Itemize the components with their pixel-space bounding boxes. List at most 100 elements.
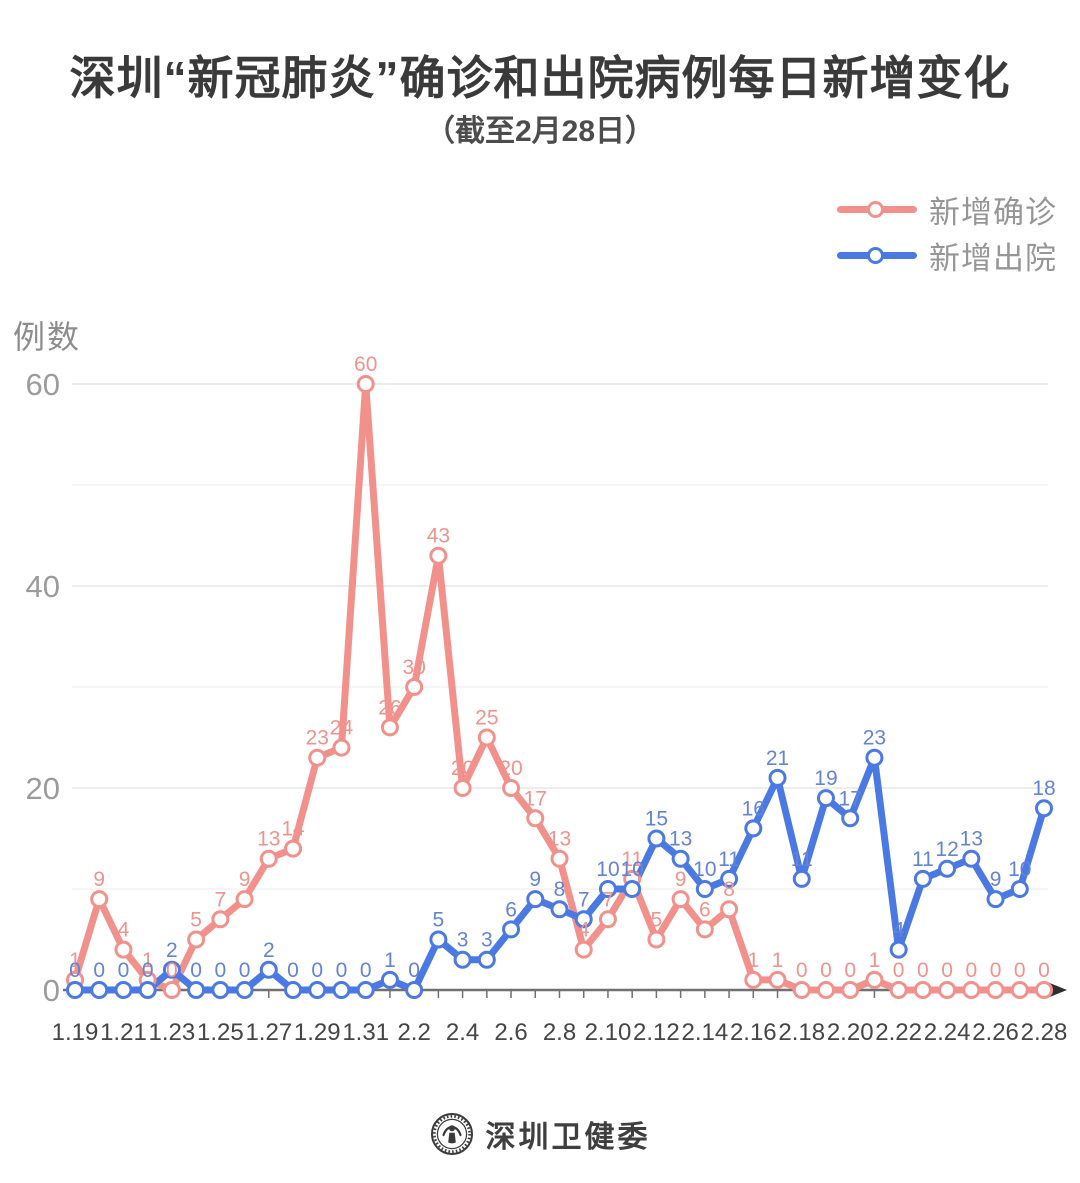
confirmed-marker [550, 849, 569, 868]
discharged-marker [1035, 799, 1053, 818]
discharged-marker [744, 819, 763, 838]
discharged-value-label: 0 [336, 959, 348, 982]
confirmed-marker [502, 779, 521, 797]
discharged-value-label: 10 [693, 858, 716, 881]
confirmed-value-label: 6 [699, 898, 711, 921]
confirmed-marker [308, 748, 327, 767]
x-tick-label: 2.8 [543, 1019, 576, 1046]
x-tick-label: 2.14 [681, 1019, 728, 1046]
discharged-marker [1010, 880, 1029, 898]
confirmed-value-label: 0 [820, 959, 832, 982]
confirmed-marker [114, 940, 133, 959]
confirmed-value-label: 0 [965, 959, 977, 982]
confirmed-marker [744, 970, 763, 989]
confirmed-value-label: 1 [142, 949, 154, 972]
confirmed-marker [356, 375, 375, 393]
discharged-marker [865, 748, 884, 767]
confirmed-marker [526, 809, 545, 828]
discharged-value-label: 12 [935, 838, 958, 861]
confirmed-value-label: 0 [1014, 959, 1026, 982]
discharged-marker [962, 849, 981, 868]
x-tick-label: 1.27 [245, 1019, 292, 1046]
confirmed-value-label: 60 [354, 353, 377, 376]
x-tick-label: 2.6 [494, 1019, 527, 1046]
discharged-value-label: 13 [669, 828, 692, 851]
discharged-value-label: 0 [287, 959, 299, 982]
x-tick-label: 2.16 [730, 1019, 777, 1046]
confirmed-marker-dot [867, 200, 884, 218]
discharged-value-label: 10 [1008, 858, 1031, 881]
discharged-marker-dot [867, 246, 884, 264]
x-tick-label: 1.19 [52, 1019, 99, 1046]
discharged-marker [792, 869, 811, 888]
discharged-value-label: 15 [645, 808, 668, 831]
discharged-marker [550, 900, 569, 919]
discharged-value-label: 13 [960, 828, 983, 851]
confirmed-marker [1035, 981, 1053, 999]
confirmed-marker [962, 981, 981, 999]
confirmed-value-label: 0 [917, 959, 929, 982]
confirmed-marker [211, 910, 230, 929]
x-tick-label: 1.29 [294, 1019, 341, 1046]
discharged-marker [380, 970, 399, 989]
confirmed-value-label: 5 [190, 909, 202, 932]
x-tick-label: 2.22 [875, 1019, 922, 1046]
discharged-marker [308, 981, 327, 999]
confirmed-value-label: 0 [893, 959, 905, 982]
confirmed-value-label: 13 [548, 828, 571, 851]
confirmed-value-label: 13 [257, 828, 280, 851]
source-name: 深圳卫健委 [485, 1121, 651, 1154]
x-tick-label: 2.2 [397, 1019, 430, 1046]
confirmed-value-label: 9 [675, 868, 687, 891]
discharged-value-label: 11 [791, 848, 813, 871]
discharged-marker [284, 981, 303, 999]
discharged-value-label: 0 [360, 959, 372, 982]
discharged-marker [768, 768, 787, 787]
discharged-legend-label: 新增出院 [929, 240, 1057, 276]
confirmed-value-label: 0 [166, 959, 178, 982]
x-tick-label: 2.20 [827, 1019, 874, 1046]
confirmed-value-label: 0 [844, 959, 856, 982]
confirmed-marker [574, 940, 593, 959]
x-tick-label: 2.12 [633, 1019, 680, 1046]
discharged-marker [816, 789, 835, 808]
discharged-value-label: 10 [620, 858, 643, 881]
discharged-marker [405, 981, 424, 999]
confirmed-marker [332, 738, 351, 757]
confirmed-marker [647, 930, 666, 949]
confirmed-marker [453, 779, 472, 797]
discharged-marker [235, 981, 254, 999]
x-tick-label: 2.4 [446, 1019, 479, 1046]
x-tick-label: 1.25 [197, 1019, 244, 1046]
confirmed-marker [162, 981, 181, 999]
discharged-value-label: 0 [142, 959, 154, 982]
discharged-value-label: 23 [863, 727, 886, 750]
legend-item-confirmed: 新增确诊 [837, 190, 1057, 230]
discharged-value-label: 19 [814, 767, 837, 790]
confirmed-marker [865, 970, 884, 989]
confirmed-marker [671, 890, 690, 909]
confirmed-marker [284, 839, 303, 858]
discharged-marker [138, 981, 157, 999]
discharged-value-label: 8 [554, 878, 566, 901]
y-tick-label: 40 [26, 569, 60, 604]
shenzhen-health-commission-logo [430, 1113, 473, 1155]
discharged-marker [66, 981, 84, 999]
confirmed-value-label: 24 [330, 717, 354, 740]
confirmed-marker [792, 981, 811, 999]
discharged-marker [574, 910, 593, 929]
confirmed-value-label: 7 [602, 888, 614, 911]
discharged-value-label: 0 [239, 959, 251, 982]
confirmed-value-label: 20 [451, 757, 474, 780]
x-tick-label: 2.24 [924, 1019, 971, 1046]
discharged-marker [913, 869, 932, 888]
discharged-marker [889, 940, 908, 959]
discharged-value-label: 21 [766, 747, 789, 770]
y-tick-label: 20 [26, 771, 60, 806]
subtitle: （截至2月28日） [424, 115, 656, 148]
discharged-marker [211, 981, 230, 999]
x-tick-label: 2.10 [585, 1019, 632, 1046]
discharged-marker [477, 950, 496, 969]
x-tick-label: 2.28 [1021, 1019, 1068, 1046]
